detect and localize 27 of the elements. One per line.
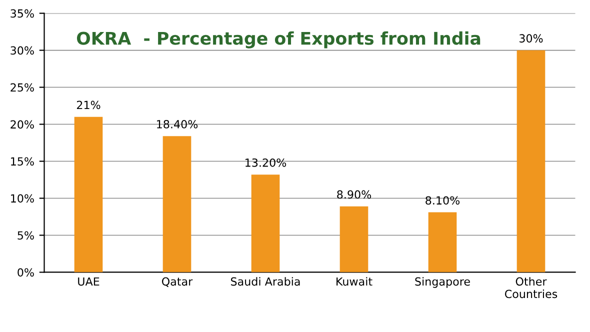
x-tick-label: Kuwait [336, 277, 372, 286]
y-tick-label: 15% [11, 157, 34, 166]
data-label: 18.40% [157, 120, 198, 128]
x-tick-label: Singapore [415, 277, 470, 288]
x-tick-label: UAE [78, 277, 100, 286]
x-tick-label: Other Countries [504, 277, 558, 298]
bar [251, 174, 280, 272]
y-tick-label: 5% [18, 231, 34, 240]
y-tick-label: 35% [10, 9, 34, 18]
x-tick-label: Saudi Arabia [230, 277, 300, 286]
y-tick-label: 0% [18, 268, 34, 277]
bar [74, 116, 103, 272]
data-label: 21% [76, 100, 100, 110]
bar [428, 212, 457, 272]
y-tick-label: 10% [11, 194, 34, 203]
data-label: 8.90% [337, 190, 372, 199]
data-label: 8.10% [426, 196, 460, 205]
data-label: 13.20% [246, 158, 286, 167]
bar [516, 50, 546, 272]
y-tick-label: 30% [10, 46, 34, 55]
y-tick-label: 25% [10, 83, 34, 92]
data-label: 30% [520, 34, 543, 43]
bar [162, 136, 192, 272]
x-tick-label: Qatar [162, 277, 193, 287]
text: OKRA - Percentage of Exports from India [76, 31, 480, 48]
bar [340, 206, 368, 272]
y-tick-label: 20% [10, 120, 34, 129]
